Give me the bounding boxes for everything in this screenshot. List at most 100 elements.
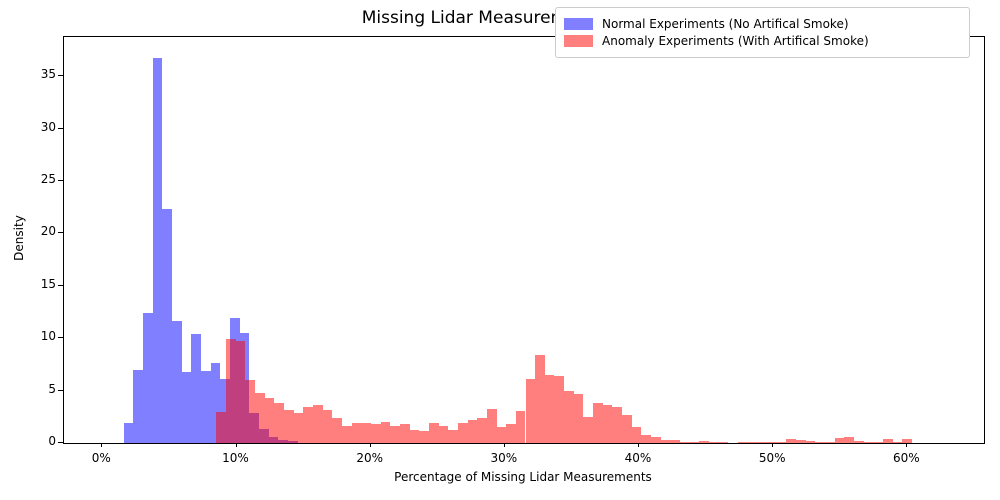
y-tick-mark	[58, 75, 63, 77]
histogram-bar	[593, 402, 603, 443]
histogram-bar	[172, 321, 182, 443]
y-tick-mark	[58, 442, 63, 443]
x-tick-mark	[772, 443, 774, 447]
histogram-bar	[399, 424, 410, 443]
x-tick-mark	[503, 443, 505, 447]
y-tick-label: 10	[40, 329, 56, 344]
histogram-bar	[583, 416, 594, 443]
y-tick-mark	[58, 389, 63, 391]
histogram-bar	[496, 427, 507, 443]
y-tick-mark	[58, 337, 63, 339]
x-tick-mark	[369, 443, 371, 447]
histogram-bar	[544, 374, 555, 443]
histogram-bar	[448, 430, 458, 443]
histogram-bar	[216, 411, 227, 443]
histogram-bar	[322, 410, 333, 443]
histogram-bar	[283, 410, 294, 443]
histogram-bar	[622, 414, 632, 443]
histogram-bar	[602, 405, 613, 443]
y-tick-label: 20	[40, 224, 56, 239]
y-tick-label: 0	[48, 434, 56, 448]
histogram-bar	[738, 442, 748, 443]
histogram-bar	[409, 430, 420, 443]
histogram-bar	[882, 438, 893, 443]
histogram-bar	[612, 407, 623, 443]
histogram-bar	[554, 375, 565, 443]
histogram-bar	[660, 439, 671, 443]
histogram-bar	[245, 380, 255, 443]
histogram-bar	[776, 441, 787, 443]
histogram-bar	[680, 441, 690, 443]
histogram-bar	[757, 441, 767, 443]
legend-swatch	[564, 35, 593, 47]
histogram-bar	[506, 424, 516, 443]
y-axis-label: Density	[12, 215, 26, 261]
histogram-bar	[699, 440, 710, 443]
legend-swatch	[564, 18, 593, 30]
x-tick-label: 50%	[758, 451, 786, 465]
histogram-bar	[255, 392, 265, 443]
histogram-bar	[235, 341, 246, 443]
x-axis-label: Percentage of Missing Lidar Measurements	[394, 470, 652, 484]
histogram-bar	[689, 442, 700, 443]
histogram-bar	[718, 442, 729, 443]
histogram-bar	[651, 436, 661, 443]
histogram-bar	[457, 423, 468, 443]
histogram-bar	[351, 423, 362, 443]
histogram-bar	[747, 442, 758, 443]
histogram-bar	[573, 393, 584, 443]
histogram-bar	[210, 363, 221, 443]
legend-label: Anomaly Experiments (With Artifical Smok…	[602, 34, 869, 48]
histogram-bar	[467, 419, 478, 443]
y-tick-label: 25	[40, 172, 56, 186]
x-tick-label: 20%	[356, 451, 384, 465]
histogram-bar	[438, 426, 449, 443]
histogram-bar	[805, 440, 816, 443]
histogram-bar	[834, 437, 845, 443]
legend-label: Normal Experiments (No Artifical Smoke)	[602, 17, 849, 31]
histogram-bar	[786, 439, 796, 443]
histogram-bar	[428, 423, 439, 443]
histogram-bar	[332, 417, 342, 443]
histogram-bar	[143, 313, 153, 443]
x-tick-mark	[101, 443, 103, 447]
histogram-bar	[361, 423, 371, 443]
histogram-bar	[380, 422, 391, 443]
y-tick-label: 35	[40, 67, 56, 82]
histogram-bar	[477, 417, 487, 443]
histogram-bar	[390, 426, 400, 443]
histogram-bar	[152, 58, 163, 443]
histogram-bar	[162, 209, 173, 443]
histogram-bar	[525, 379, 536, 443]
histogram-bar	[670, 440, 681, 443]
histogram-bar	[795, 439, 806, 443]
histogram-bar	[892, 441, 903, 443]
histogram-bar	[863, 441, 874, 443]
histogram-bar	[264, 397, 275, 443]
y-tick-label: 30	[40, 119, 56, 134]
plot-area	[63, 36, 985, 444]
histogram-bar	[133, 369, 144, 443]
histogram-bar	[486, 409, 497, 443]
histogram-bar	[902, 439, 912, 443]
histogram-bar	[535, 354, 545, 443]
x-tick-label: 0%	[91, 451, 111, 465]
histogram-bar	[274, 402, 284, 443]
histogram-bar	[123, 423, 134, 443]
y-tick-label: 5	[48, 381, 56, 396]
x-tick-mark	[235, 443, 237, 447]
histogram-bar	[419, 431, 429, 443]
histogram-bar	[631, 427, 642, 443]
y-tick-mark	[58, 284, 63, 286]
histogram-bar	[709, 442, 719, 443]
histogram-bar	[303, 407, 313, 443]
histogram-bar	[873, 442, 883, 443]
histogram-bar	[641, 434, 652, 443]
histogram-bar	[201, 370, 211, 443]
histogram-bar	[564, 390, 574, 443]
legend-item: Normal Experiments (No Artifical Smoke)	[564, 17, 959, 31]
histogram-bar	[815, 441, 825, 443]
x-tick-label: 30%	[490, 451, 518, 465]
x-tick-label: 10%	[222, 451, 249, 465]
